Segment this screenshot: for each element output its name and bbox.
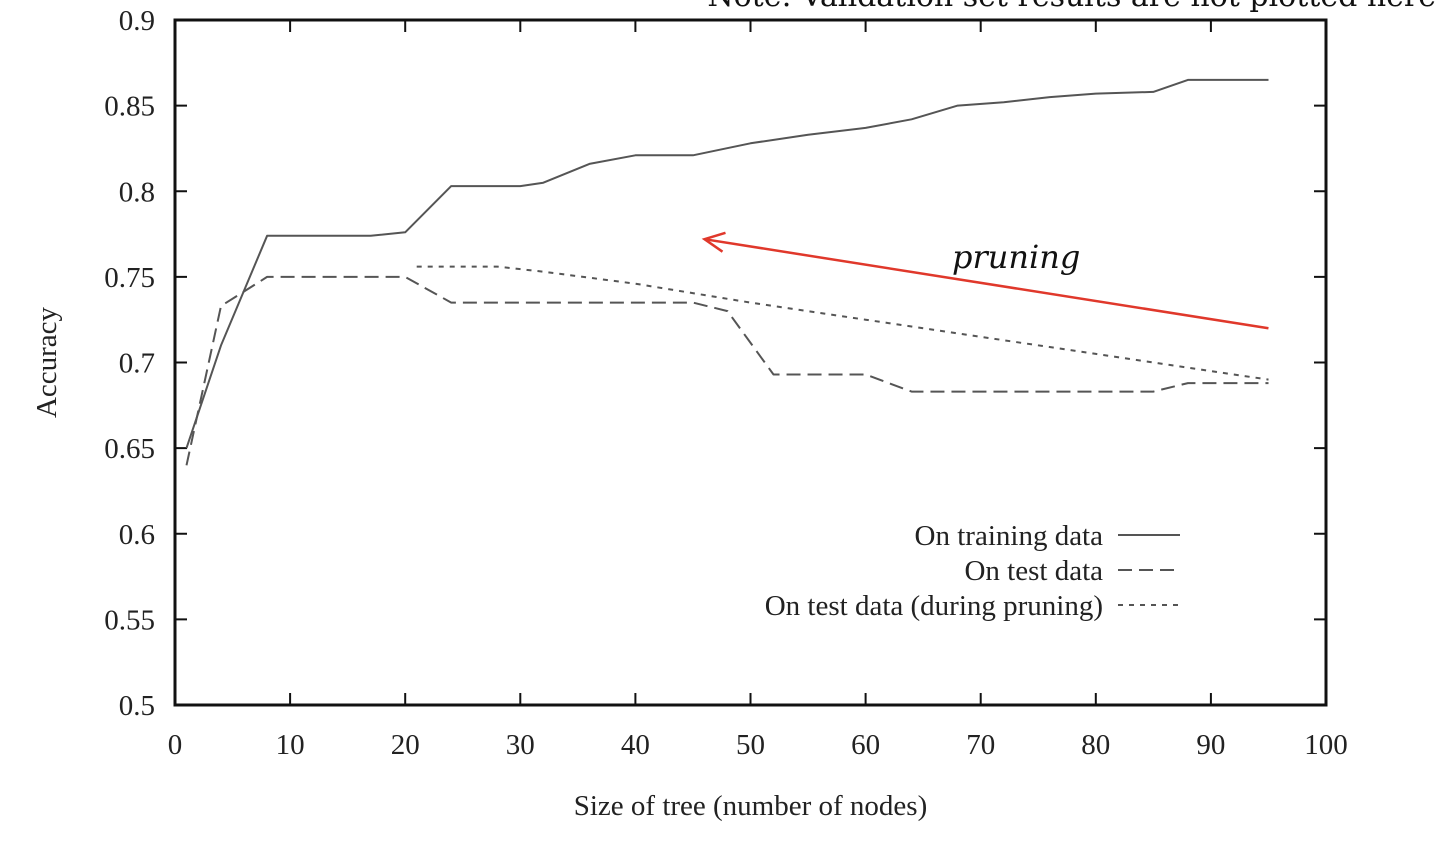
pruning-arrow-head	[701, 231, 726, 253]
pruning-arrow	[704, 237, 1269, 330]
x-tick-label: 60	[851, 729, 880, 761]
series-line-1	[185, 275, 1269, 466]
x-tick-label: 50	[736, 729, 765, 761]
plot-frame	[173, 18, 1328, 707]
y-tick-label: 0.9	[119, 5, 155, 37]
x-tick-label: 40	[621, 729, 650, 761]
legend-label-1: On test data	[964, 555, 1103, 587]
y-tick-label: 0.75	[104, 262, 155, 294]
ticks-layer: 0 10 20 30 40 50 60 70 80 90 100 0.5 0.55 0.6 0.65 0.7 0…	[104, 5, 1348, 761]
annotation-layer: Note: Validation set results are not plo…	[701, 0, 1436, 330]
y-tick-label: 0.65	[104, 433, 155, 465]
x-tick-label: 20	[391, 729, 420, 761]
x-tick-label: 0	[168, 729, 183, 761]
y-tick-label: 0.85	[104, 91, 155, 123]
x-axis-title: Size of tree (number of nodes)	[574, 790, 928, 822]
pruning-label: pruning	[952, 238, 1080, 276]
y-tick-label: 0.8	[119, 176, 155, 208]
x-tick-label: 80	[1081, 729, 1110, 761]
y-tick-label: 0.5	[119, 690, 155, 722]
series-line-2	[416, 265, 1269, 381]
series-layer	[185, 78, 1269, 466]
x-tick-label: 10	[276, 729, 305, 761]
x-tick-label: 70	[966, 729, 995, 761]
note-annotation: Note: Validation set results are not plo…	[707, 0, 1436, 14]
legend-label-2: On test data (during pruning)	[765, 590, 1103, 622]
y-tick-label: 0.7	[119, 348, 155, 380]
y-axis-title: Accuracy	[31, 306, 63, 418]
x-tick-label: 100	[1304, 729, 1348, 761]
y-tick-label: 0.6	[119, 519, 155, 551]
x-tick-label: 30	[506, 729, 535, 761]
legend-label-0: On training data	[915, 520, 1104, 552]
y-tick-label: 0.55	[104, 604, 155, 636]
x-tick-label: 90	[1196, 729, 1225, 761]
series-line-0	[185, 78, 1269, 449]
